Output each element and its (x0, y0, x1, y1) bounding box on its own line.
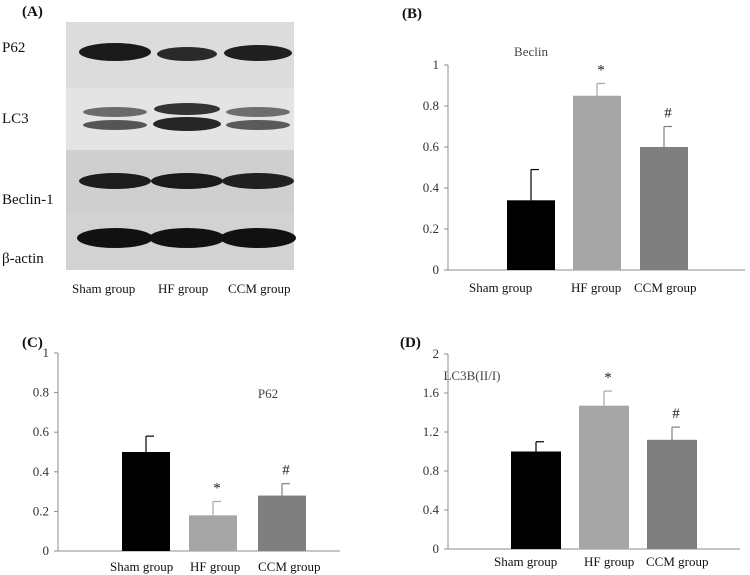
y-tick-label: 0.8 (423, 98, 439, 113)
western-blot-panel: (A) P62 LC3 Beclin-1 β-actin Sham group … (2, 4, 296, 296)
x-category-label: HF group (571, 280, 621, 295)
band-beclin-ccm (222, 173, 294, 189)
panel-label-b: (B) (402, 6, 422, 22)
y-tick-label: 0 (43, 543, 50, 558)
chart-title: LC3B(II/I) (443, 368, 500, 383)
x-category-label: CCM group (634, 280, 696, 295)
band-lc3-i-sham (83, 107, 147, 117)
y-tick-label: 0.6 (33, 424, 50, 439)
blot-row-label-beclin: Beclin-1 (2, 192, 54, 208)
y-tick-label: 0.4 (423, 502, 440, 517)
band-lc3-ii-ccm (226, 120, 290, 130)
y-tick-label: 1.6 (423, 385, 440, 400)
band-lc3-ii-sham (83, 120, 147, 130)
x-category-label: Sham group (110, 559, 173, 574)
bar-sham-group (507, 200, 555, 270)
y-tick-label: 0.4 (423, 180, 440, 195)
y-tick-label: 1.2 (423, 424, 439, 439)
bar-chart-p62: (C) 0 0.2 0.4 0.6 0.8 1 P62 Sham group * HF group… (22, 335, 340, 574)
x-category-label: HF group (584, 554, 634, 569)
bar-sham-group (511, 451, 561, 549)
x-category-label: CCM group (258, 559, 320, 574)
blot-group-label-sham: Sham group (72, 281, 135, 296)
significance-marker: * (213, 481, 221, 497)
band-p62-ccm (224, 45, 292, 61)
bar-hf-group (189, 515, 237, 551)
y-tick-label: 2 (433, 346, 440, 361)
band-actin-ccm (220, 228, 296, 248)
band-p62-sham (79, 43, 151, 61)
band-actin-hf (149, 228, 225, 248)
y-tick-label: 0.8 (423, 463, 439, 478)
y-tick-label: 0.8 (33, 385, 49, 400)
x-category-label: Sham group (494, 554, 557, 569)
x-category-label: Sham group (469, 280, 532, 295)
blot-group-label-hf: HF group (158, 281, 208, 296)
bar-sham-group (122, 452, 170, 551)
chart-title: P62 (258, 386, 278, 401)
band-p62-hf (157, 47, 217, 61)
bar-hf-group (579, 405, 629, 549)
significance-marker: # (664, 106, 672, 122)
blot-row-label-actin: β-actin (2, 251, 44, 267)
bar-ccm-group (258, 495, 306, 551)
significance-marker: * (604, 370, 612, 386)
y-tick-label: 0.2 (423, 221, 439, 236)
bar-hf-group (573, 95, 621, 270)
y-tick-label: 0.4 (33, 464, 50, 479)
band-actin-sham (77, 228, 153, 248)
band-lc3-i-hf (154, 103, 220, 115)
blot-row-label-lc3: LC3 (2, 111, 29, 127)
x-category-label: HF group (190, 559, 240, 574)
panel-label-d: (D) (400, 335, 421, 351)
y-tick-label: 0.2 (33, 503, 49, 518)
band-beclin-hf (151, 173, 223, 189)
y-tick-label: 1 (43, 345, 50, 360)
band-lc3-ii-hf (153, 117, 221, 131)
bar-ccm-group (647, 439, 697, 549)
chart-title: Beclin (514, 44, 548, 59)
band-lc3-i-ccm (226, 107, 290, 117)
y-tick-label: 0 (433, 541, 440, 556)
significance-marker: # (672, 406, 680, 422)
blot-row-label-p62: P62 (2, 40, 25, 56)
y-tick-label: 1 (433, 57, 440, 72)
significance-marker: # (282, 463, 290, 479)
panel-label-a: (A) (22, 4, 43, 20)
band-beclin-sham (79, 173, 151, 189)
y-tick-label: 0 (433, 262, 440, 277)
bar-ccm-group (640, 147, 688, 270)
panel-label-c: (C) (22, 335, 43, 351)
significance-marker: * (597, 62, 605, 78)
bar-chart-beclin: (B) 0 0.2 0.4 0.6 0.8 1 Beclin Sham group * HF gr… (402, 6, 745, 295)
y-tick-label: 0.6 (423, 139, 440, 154)
x-category-label: CCM group (646, 554, 708, 569)
blot-group-label-ccm: CCM group (228, 281, 290, 296)
